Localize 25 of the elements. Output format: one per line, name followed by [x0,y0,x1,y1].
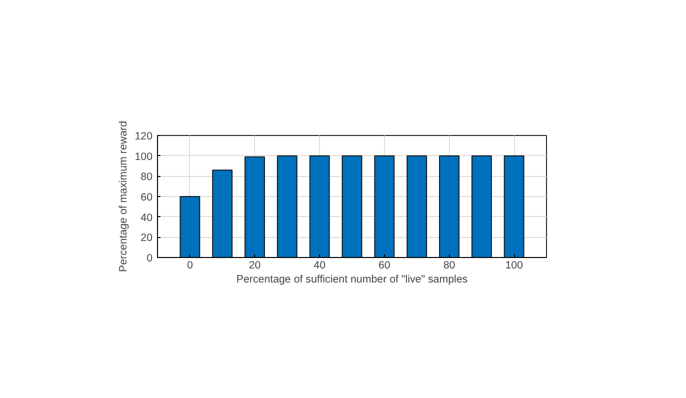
bar [439,155,460,258]
y-tick-label: 60 [140,192,153,204]
x-tick-label: 20 [248,260,261,272]
y-tick-label: 20 [140,232,153,244]
x-tick-label: 0 [186,260,193,272]
y-tick-label: 120 [134,130,153,142]
bar [212,170,233,258]
bar [342,155,362,258]
y-tick-label: 80 [140,171,153,184]
y-tick-label: 40 [140,212,153,224]
bar [504,155,524,258]
x-axis-title: Percentage of sufficient number of "live" samples [236,274,468,286]
x-tick-label: 40 [314,260,326,272]
x-tick-label: 80 [443,260,456,272]
bar [276,155,298,258]
x-tick-label: 60 [378,260,390,272]
bar [471,155,492,258]
x-tick-label: 100 [505,260,524,272]
y-tick-label: 100 [134,150,153,163]
bar [406,155,428,258]
bar [309,155,330,258]
bar [180,196,200,258]
bar [244,156,265,258]
y-axis-title: Percentage of maximum reward [118,120,130,272]
bar [374,155,395,258]
